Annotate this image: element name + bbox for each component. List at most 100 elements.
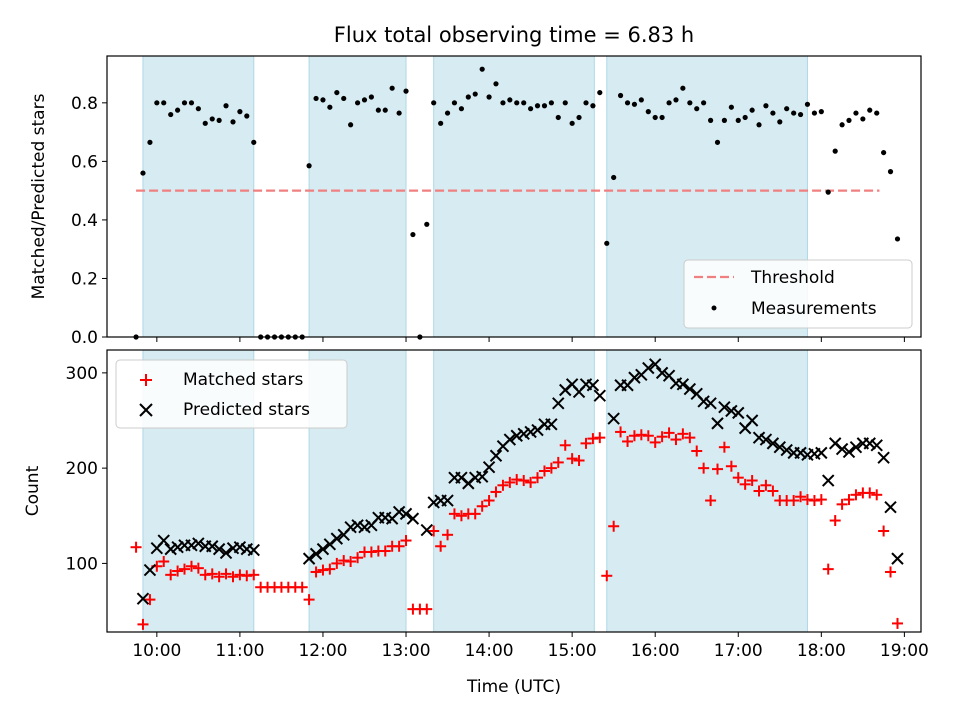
x-tick-label: 13:00 [382,641,431,661]
predicted-star-point [441,494,454,507]
matched-star-point [684,432,696,444]
predicted-star-point-b [766,437,780,450]
predicted-star-point-b [877,451,890,464]
matched-star-point [815,494,827,506]
measurement-point [818,109,824,115]
matched-star-point [753,485,765,497]
measurement-point [396,110,402,116]
predicted-star-point-b [489,449,503,462]
measurement-point [354,100,361,106]
matched-star-point [850,489,862,501]
measurement-point [334,89,340,96]
matched-star-point [490,486,502,498]
predicted-star-point-b [206,540,219,553]
measurement-point [140,170,146,176]
predicted-star-point [655,366,669,380]
measurement-point [521,100,527,106]
measurement-point [327,104,333,110]
predicted-star-point-b [475,470,489,483]
predicted-star-point-b [683,382,697,396]
measurement-point [230,119,236,125]
matched-star-point [691,445,703,457]
matched-star-point [310,566,322,578]
x-tick-label: 14:00 [465,641,514,661]
predicted-star-point-b [822,474,835,487]
measurement-point [493,81,499,87]
predicted-star-point-b [884,500,897,514]
matched-star-point [642,430,654,442]
matched-star-point [158,556,170,567]
matched-star-point [206,568,218,580]
bottom-axis-ticks: 10:00 11:00 12:00 13:00 14:00 15:00 16:00 17:00… [66,364,929,661]
matched-star-point [864,487,876,499]
matched-star-point [712,463,723,475]
measurement-point [576,114,582,121]
measurement-point [500,100,506,106]
measurement-point [569,120,575,126]
matched-star-point [296,581,308,593]
x-tick-label: 19:00 [880,641,929,661]
matched-star-point [213,571,225,583]
measurement-point [465,94,471,100]
measurement-point [887,169,894,175]
measurement-point [528,106,534,112]
predicted-star-point-b [711,417,724,430]
matched-star-point [829,515,841,527]
matched-star-point [476,500,488,512]
measurement-point [791,110,797,116]
matched-star-point [767,485,779,497]
measurement-point [368,94,374,100]
matched-star-point [220,568,232,580]
matched-star-point [448,508,460,520]
measurement-point [680,85,686,91]
matched-star-point [525,476,537,488]
matched-star-point [428,525,440,537]
measurement-point [867,107,873,113]
matched-star-point [836,498,848,510]
matched-star-point [677,428,689,440]
predicted-star-point [891,552,904,565]
matched-star-point [615,426,627,438]
measurement-point [701,100,707,106]
matched-star-point [746,475,758,487]
matched-star-point [483,495,495,507]
predicted-star-point-b [891,552,904,565]
top-panel: 0.00.20.40.60.8 Matched/Predicted stars … [29,55,922,348]
measurement-point [181,100,188,106]
measurement-point [154,100,160,106]
matched-star-point [760,479,772,491]
matched-star-point [788,495,800,507]
predicted-star-point [628,371,641,384]
matched-star-point [795,491,807,503]
measurement-point [451,100,458,106]
predicted-star-point [247,543,260,557]
matched-star-point [185,560,197,572]
predicted-star-point-b [773,440,787,454]
predicted-star-point-b [794,446,807,460]
x-tick-label: 17:00 [714,641,763,661]
measurement-point [735,117,741,123]
predicted-star-point [233,541,247,554]
matched-star-point [421,603,433,615]
predicted-star-point [766,437,780,450]
measurements-legend-label: Measurements [751,299,877,319]
predicted-star-point [482,460,496,474]
measurement-point [237,109,243,115]
matched-star-point [400,535,412,547]
predicted-stars-legend-label: Predicted stars [183,400,310,420]
predicted-star-point-b [828,437,842,450]
measurement-point [853,110,859,116]
predicted-star-point [517,427,530,441]
measurement-point [611,174,617,181]
measurement-point [846,117,852,123]
predicted-star-point-b [164,542,177,556]
predicted-star-point-b [136,592,150,605]
top-legend-box [683,259,913,329]
bottom-legend: Matched stars Predicted stars [115,359,348,429]
predicted-star-point [351,519,364,532]
measurement-point [306,163,312,169]
measurement-point [161,100,167,106]
measurement-point [652,114,658,121]
predicted-star-point-b [358,520,371,534]
matched-star-point [227,571,239,583]
